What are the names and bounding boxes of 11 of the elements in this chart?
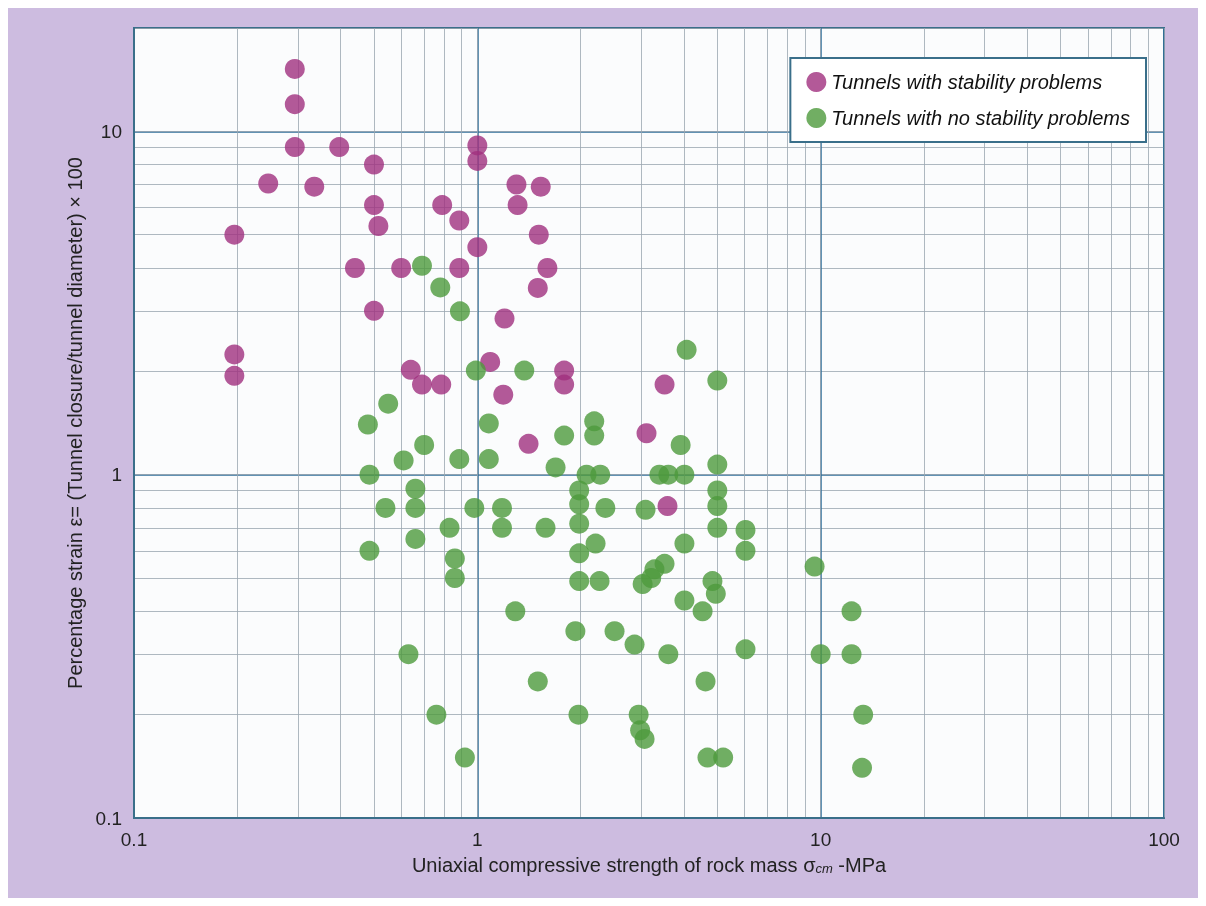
y-axis-title: Percentage strain ε= (Tunnel closure/tunnel diameter) × 100 bbox=[63, 157, 86, 689]
y-tick-label: 10 bbox=[100, 120, 122, 142]
x-tick-label: 1 bbox=[472, 829, 483, 850]
x-tick-label: 10 bbox=[810, 829, 832, 850]
x-axis-title: Uniaxial compressive strength of rock mass σcm -MPa bbox=[411, 853, 888, 876]
x-tick-label: 0.1 bbox=[120, 829, 148, 850]
legend-label: Tunnels with stability problems bbox=[831, 71, 1103, 93]
x-tick-label: 100 bbox=[1148, 829, 1180, 850]
y-tick-label: 1 bbox=[111, 464, 122, 486]
y-tick-label: 0.1 bbox=[95, 807, 122, 829]
legend-label: Tunnels with no stability problems bbox=[831, 107, 1130, 129]
